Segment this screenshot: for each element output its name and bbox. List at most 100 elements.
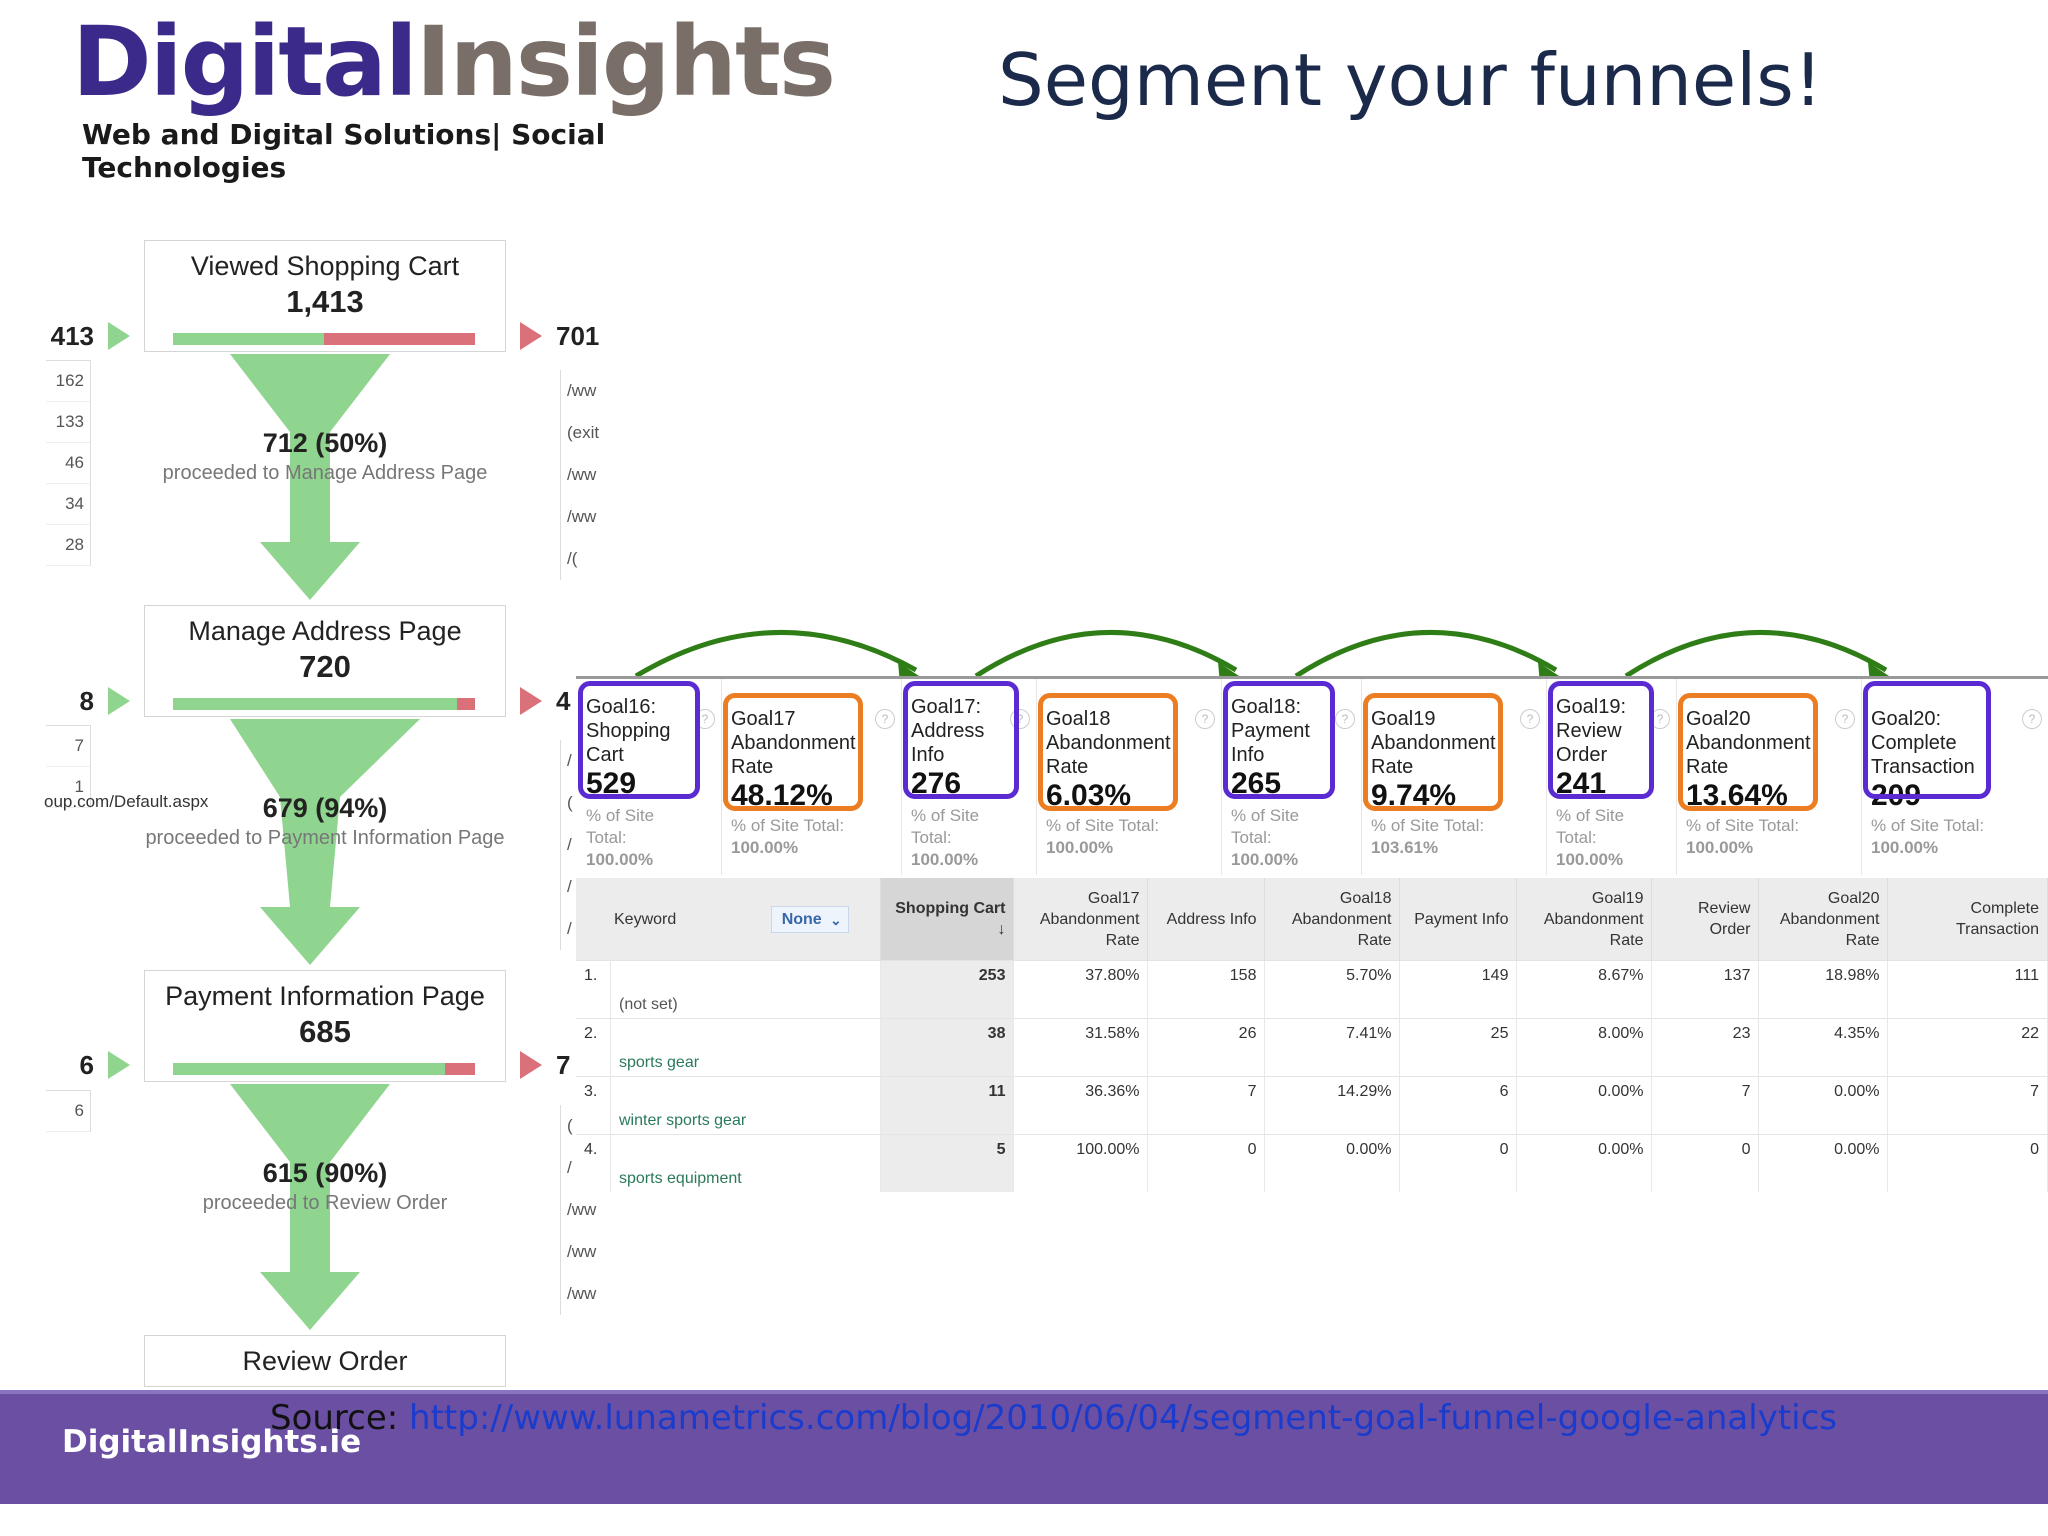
help-icon[interactable]: ?	[2022, 709, 2042, 729]
proceeded-label: proceeded to Review Order	[202, 1192, 448, 1214]
column-header[interactable]: Shopping Cart ↓	[880, 878, 1015, 961]
funnel-step-review-order[interactable]: Review Order	[144, 1335, 506, 1387]
column-header[interactable]: Address Info	[1147, 878, 1266, 961]
goal-card[interactable]: Goal18 Abandonment Rate 6.03% % of Site To…	[1036, 679, 1222, 875]
funnel-step-count: 720	[299, 649, 351, 684]
exit-pages: /ww (exit /ww /ww /(	[560, 370, 605, 580]
entrance-sources: 6	[46, 1090, 91, 1132]
exit-pages: / ( / / /	[560, 740, 605, 950]
keyword-column-header[interactable]: Keyword None ⌄	[576, 878, 882, 961]
exit-page-row[interactable]: (exit	[567, 423, 600, 442]
chevron-down-icon: ⌄	[829, 911, 842, 928]
exit-page-row[interactable]: /ww	[567, 1200, 597, 1219]
funnel-step-manage-address[interactable]: Manage Address Page 720	[144, 605, 506, 717]
keyword-link[interactable]: winter sports gear	[610, 1076, 882, 1135]
exit-bar	[444, 1063, 475, 1075]
funnel-step-payment-information[interactable]: Payment Information Page 685	[144, 970, 506, 1082]
proceeded-count: 712 (50%)	[262, 428, 388, 458]
exit-page-row[interactable]: /ww	[567, 465, 597, 484]
exit-page-row[interactable]: /	[567, 751, 572, 770]
goal-card[interactable]: Goal16: Shopping Cart 529 % of Site Total: 1…	[576, 679, 722, 875]
funnel-step-count: 685	[299, 1014, 351, 1049]
source-row[interactable]: 6	[46, 1091, 90, 1132]
source-row[interactable]: 133	[46, 402, 90, 443]
proceeded-label: proceeded to Manage Address Page	[162, 462, 488, 484]
brand-logo: DigitalInsights Web and Digital Solution…	[72, 14, 836, 184]
exits-count: 701	[556, 321, 600, 351]
funnel-step-name: Manage Address Page	[188, 616, 462, 646]
logo-tagline: Web and Digital Solutions| Social Techno…	[82, 118, 606, 184]
goal-card[interactable]: Goal19: Review Order 241 % of Site Total: 10…	[1546, 679, 1677, 875]
exit-page-row[interactable]: /	[567, 919, 572, 938]
exit-page-row[interactable]: /	[567, 877, 572, 896]
help-icon[interactable]: ?	[1335, 709, 1355, 729]
exit-bar	[456, 698, 475, 710]
highlight-ring	[903, 681, 1019, 799]
funnel-step-viewed-shopping-cart[interactable]: Viewed Shopping Cart 1,413	[144, 240, 506, 352]
help-icon[interactable]: ?	[1835, 709, 1855, 729]
entrance-arrow-icon	[108, 687, 130, 715]
goal-card[interactable]: Goal18: Payment Info 265 % of Site Total: 10…	[1221, 679, 1362, 875]
column-header[interactable]: Complete Transaction	[1887, 878, 2048, 961]
table-row[interactable]: 1. (not set) 253 37.80% 158 5.70% 149 8.…	[576, 960, 2048, 1019]
table-header-row: Keyword None ⌄ Shopping Cart ↓ Goal17 Aba…	[576, 878, 2048, 961]
exit-page-row[interactable]: /ww	[567, 1284, 597, 1303]
table-row[interactable]: 4. sports equipment 5 100.00% 0 0.00% 0 …	[576, 1134, 2048, 1192]
footer-bar: DigitalInsights.ie	[0, 1390, 2048, 1504]
secondary-dimension-dropdown[interactable]: None ⌄	[770, 905, 849, 933]
exit-page-row[interactable]: /ww	[567, 507, 597, 526]
proceeded-count: 615 (90%)	[262, 1158, 388, 1188]
exit-page-row[interactable]: /	[567, 1158, 572, 1177]
exits-count: 4	[556, 686, 571, 716]
entrance-sources: 162 133 46 34 28	[46, 360, 91, 566]
funnel-step-name: Review Order	[242, 1346, 408, 1376]
source-row[interactable]: 7	[46, 726, 90, 767]
source-row[interactable]: 1	[46, 767, 90, 808]
help-icon[interactable]: ?	[1010, 709, 1030, 729]
entrances-count: 8	[79, 686, 94, 716]
table-row[interactable]: 3. winter sports gear 11 36.36% 7 14.29%…	[576, 1076, 2048, 1135]
goal-card[interactable]: Goal17 Abandonment Rate 48.12% % of Site T…	[721, 679, 902, 875]
exit-page-row[interactable]: (	[567, 1116, 573, 1135]
exit-pages: ( / /ww /ww /ww	[560, 1105, 605, 1315]
source-row[interactable]: 34	[46, 484, 90, 525]
keyword-link[interactable]: sports equipment	[610, 1134, 882, 1192]
goal-card[interactable]: Goal17: Address Info 276 % of Site Total: 10…	[901, 679, 1037, 875]
exit-bar	[324, 333, 475, 345]
column-header[interactable]: Review Order	[1651, 878, 1760, 961]
help-icon[interactable]: ?	[1195, 709, 1215, 729]
entrances-count: 6	[79, 1050, 94, 1080]
funnel-step-name: Payment Information Page	[165, 981, 485, 1011]
source-row[interactable]: 162	[46, 361, 90, 402]
highlight-ring	[1678, 693, 1818, 811]
goal-card[interactable]: Goal19 Abandonment Rate 9.74% % of Site To…	[1361, 679, 1547, 875]
source-row[interactable]: 28	[46, 525, 90, 566]
column-header[interactable]: Payment Info	[1399, 878, 1518, 961]
goal-scorecards: Goal16: Shopping Cart 529 % of Site Total: 1…	[576, 676, 2048, 879]
table-row[interactable]: 2. sports gear 38 31.58% 26 7.41% 25 8.0…	[576, 1018, 2048, 1077]
highlight-ring	[1223, 681, 1335, 799]
slide-title: Segment your funnels!	[998, 38, 1823, 122]
exit-page-row[interactable]: /	[567, 835, 572, 854]
column-header[interactable]: Goal20 Abandonment Rate	[1758, 878, 1889, 961]
help-icon[interactable]: ?	[875, 709, 895, 729]
funnel-flow-arrow-icon	[130, 1082, 530, 1332]
column-header[interactable]: Goal19 Abandonment Rate	[1516, 878, 1653, 961]
exit-page-row[interactable]: /(	[567, 549, 578, 568]
highlight-ring	[1363, 693, 1503, 811]
column-header[interactable]: Goal18 Abandonment Rate	[1264, 878, 1401, 961]
column-header[interactable]: Goal17 Abandonment Rate	[1013, 878, 1149, 961]
keyword-link[interactable]: sports gear	[610, 1018, 882, 1077]
funnel-flow-arrow-icon	[130, 352, 530, 602]
help-icon[interactable]: ?	[1520, 709, 1540, 729]
exit-arrow-icon	[520, 687, 542, 715]
exit-arrow-icon	[520, 322, 542, 350]
source-url[interactable]: oup.com/Default.aspx	[44, 792, 209, 811]
exit-page-row[interactable]: (	[567, 793, 573, 812]
source-row[interactable]: 46	[46, 443, 90, 484]
goal-card[interactable]: Goal20: Complete Transaction 209 % of Site…	[1861, 679, 2048, 875]
goal-card[interactable]: Goal20 Abandonment Rate 13.64% % of Site T…	[1676, 679, 1862, 875]
source-link[interactable]: http://www.lunametrics.com/blog/2010/06/…	[409, 1398, 1838, 1438]
exit-page-row[interactable]: /ww	[567, 1242, 597, 1261]
exit-page-row[interactable]: /ww	[567, 381, 597, 400]
